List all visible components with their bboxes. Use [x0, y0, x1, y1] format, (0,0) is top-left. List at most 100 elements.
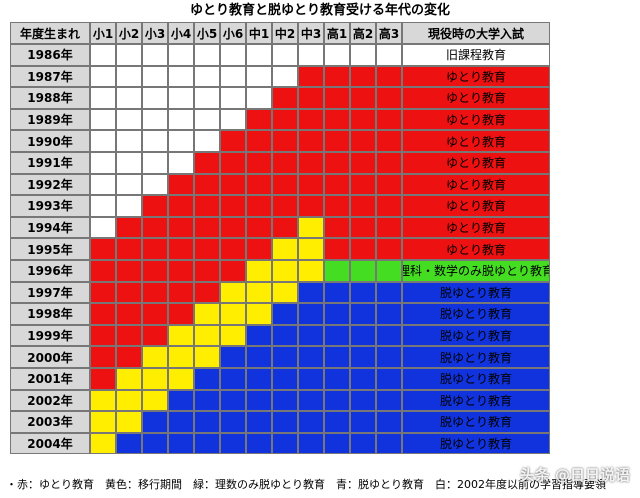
grade-cell [116, 130, 142, 152]
grade-cell [324, 108, 350, 131]
grade-cell [272, 44, 298, 66]
grade-cell [90, 65, 116, 88]
year-cell: 1990年 [10, 130, 90, 152]
grade-cell [142, 44, 168, 66]
year-cell: 1987年 [10, 65, 90, 88]
grade-cell [142, 108, 168, 131]
grade-cell [350, 152, 376, 174]
grade-cell [246, 303, 272, 325]
grade-cell [376, 65, 402, 88]
grade-cell [220, 432, 246, 455]
grade-cell [168, 238, 194, 260]
grade-cell [220, 216, 246, 239]
grade-cell [194, 152, 220, 174]
exam-cell: 脱ゆとり教育 [402, 389, 550, 412]
header-grade: 高2 [350, 22, 376, 44]
grade-cell [220, 260, 246, 282]
grade-cell [376, 411, 402, 433]
grade-cell [298, 108, 324, 131]
grade-cell [168, 108, 194, 131]
header-grade: 小6 [220, 22, 246, 44]
grade-cell [168, 281, 194, 304]
grade-cell [298, 368, 324, 390]
grade-cell [376, 389, 402, 412]
grade-cell [376, 238, 402, 260]
grade-cell [194, 44, 220, 66]
grade-cell [324, 368, 350, 390]
grade-cell [376, 173, 402, 196]
grade-cell [350, 108, 376, 131]
grade-cell [194, 173, 220, 196]
grade-cell [194, 411, 220, 433]
grade-cell [324, 432, 350, 455]
grade-cell [376, 108, 402, 131]
header-grade: 小1 [90, 22, 116, 44]
grade-cell [168, 260, 194, 282]
grade-cell [116, 152, 142, 174]
grade-cell [298, 411, 324, 433]
grade-cell [116, 346, 142, 368]
grade-cell [90, 87, 116, 109]
grade-cell [168, 411, 194, 433]
grade-cell [246, 346, 272, 368]
year-cell: 1988年 [10, 87, 90, 109]
grade-cell [246, 130, 272, 152]
grade-cell [142, 260, 168, 282]
grade-cell [272, 411, 298, 433]
page-title: ゆとり教育と脱ゆとり教育受ける年代の変化 [189, 3, 450, 18]
grade-cell [272, 324, 298, 347]
grade-cell [324, 324, 350, 347]
grade-cell [90, 281, 116, 304]
grade-cell [142, 216, 168, 239]
header-grade: 中2 [272, 22, 298, 44]
grade-cell [324, 216, 350, 239]
grade-cell [272, 130, 298, 152]
grade-cell [90, 108, 116, 131]
grade-cell [324, 152, 350, 174]
grade-cell [116, 303, 142, 325]
year-cell: 2002年 [10, 389, 90, 412]
grade-cell [220, 173, 246, 196]
year-cell: 2003年 [10, 411, 90, 433]
grade-cell [220, 324, 246, 347]
grade-cell [90, 432, 116, 455]
grade-cell [220, 389, 246, 412]
grade-cell [194, 130, 220, 152]
grade-cell [168, 195, 194, 217]
grade-cell [298, 195, 324, 217]
grade-cell [376, 368, 402, 390]
exam-cell: 脱ゆとり教育 [402, 303, 550, 325]
grade-cell [298, 281, 324, 304]
grade-cell [246, 432, 272, 455]
grade-cell [220, 303, 246, 325]
grade-cell [350, 389, 376, 412]
grade-cell [116, 216, 142, 239]
grade-cell [168, 65, 194, 88]
exam-cell: ゆとり教育 [402, 173, 550, 196]
exam-cell: 理科・数学のみ脱ゆとり教育 [402, 260, 550, 282]
grade-cell [142, 411, 168, 433]
grade-cell [220, 44, 246, 66]
grade-cell [324, 87, 350, 109]
grade-cell [194, 216, 220, 239]
grade-cell [220, 411, 246, 433]
grade-cell [142, 130, 168, 152]
header-grade: 高3 [376, 22, 402, 44]
grade-cell [90, 411, 116, 433]
grade-cell [376, 303, 402, 325]
grade-cell [142, 65, 168, 88]
grade-cell [246, 65, 272, 88]
grade-cell [168, 173, 194, 196]
grade-cell [142, 238, 168, 260]
grade-cell [116, 389, 142, 412]
grade-cell [298, 130, 324, 152]
grade-cell [90, 346, 116, 368]
exam-cell: ゆとり教育 [402, 108, 550, 131]
grade-cell [376, 281, 402, 304]
grade-cell [350, 87, 376, 109]
grade-cell [246, 389, 272, 412]
grade-cell [376, 44, 402, 66]
grade-cell [168, 346, 194, 368]
grade-cell [194, 195, 220, 217]
grade-cell [168, 152, 194, 174]
